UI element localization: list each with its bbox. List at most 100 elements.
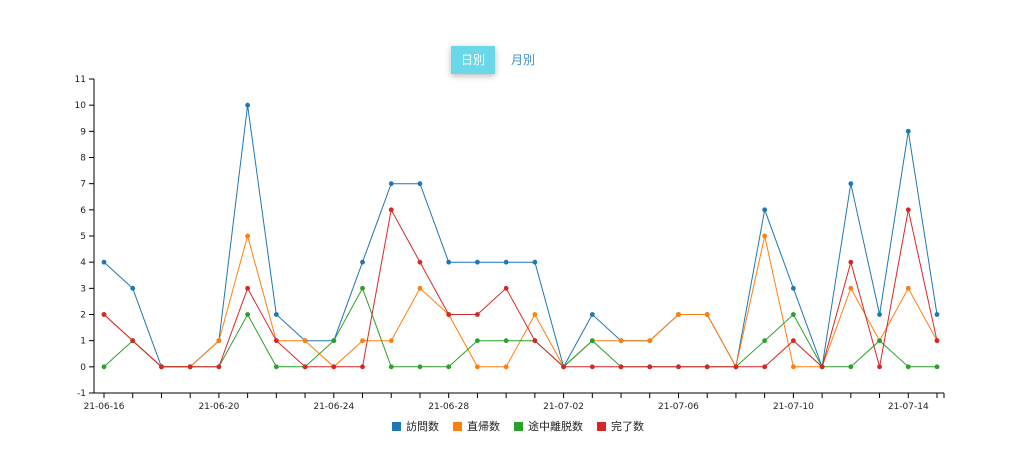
data-point[interactable]	[589, 364, 595, 370]
data-point[interactable]	[905, 207, 911, 213]
data-point[interactable]	[503, 338, 509, 344]
data-point[interactable]	[618, 338, 624, 344]
data-point[interactable]	[618, 364, 624, 370]
data-point[interactable]	[273, 364, 279, 370]
data-point[interactable]	[475, 338, 480, 344]
data-point[interactable]	[848, 285, 854, 291]
data-point[interactable]	[561, 364, 566, 370]
data-point[interactable]	[216, 364, 222, 370]
data-point[interactable]	[417, 259, 423, 265]
legend-item[interactable]: 途中離脱数	[514, 418, 583, 434]
data-point[interactable]	[101, 364, 107, 370]
data-point[interactable]	[302, 338, 308, 344]
data-point[interactable]	[331, 364, 337, 370]
data-point[interactable]	[790, 338, 796, 344]
data-point[interactable]	[475, 364, 480, 370]
legend-label: 完了数	[611, 420, 644, 433]
data-point[interactable]	[446, 259, 452, 265]
data-point[interactable]	[360, 285, 365, 291]
y-tick-label: 11	[75, 75, 86, 85]
data-point[interactable]	[417, 181, 423, 187]
data-point[interactable]	[388, 207, 394, 213]
x-tick-label: 21-06-24	[313, 402, 354, 412]
monthly-tab[interactable]: 月別	[501, 46, 545, 74]
data-point[interactable]	[503, 364, 509, 370]
series-line	[103, 287, 937, 368]
data-point[interactable]	[905, 285, 911, 291]
data-point[interactable]	[360, 338, 365, 344]
data-point[interactable]	[360, 364, 365, 370]
data-point[interactable]	[417, 364, 423, 370]
data-point[interactable]	[130, 338, 136, 344]
data-point[interactable]	[762, 207, 768, 213]
data-point[interactable]	[503, 259, 509, 265]
data-point[interactable]	[733, 364, 739, 370]
data-point[interactable]	[877, 312, 882, 317]
data-point[interactable]	[360, 259, 365, 265]
data-point[interactable]	[273, 338, 279, 344]
data-point[interactable]	[388, 364, 394, 370]
data-point[interactable]	[905, 364, 911, 370]
daily-tab[interactable]: 日別	[451, 46, 495, 74]
data-point[interactable]	[790, 364, 796, 370]
data-point[interactable]	[475, 259, 480, 265]
data-point[interactable]	[130, 285, 136, 291]
data-point[interactable]	[762, 364, 768, 370]
data-point[interactable]	[704, 364, 710, 370]
data-point[interactable]	[187, 364, 193, 370]
legend-label: 直帰数	[467, 420, 500, 433]
data-point[interactable]	[676, 364, 681, 370]
data-point[interactable]	[877, 338, 882, 344]
data-point[interactable]	[503, 285, 509, 291]
data-point[interactable]	[245, 102, 251, 108]
data-point[interactable]	[934, 312, 940, 317]
data-point[interactable]	[676, 312, 681, 317]
data-point[interactable]	[934, 338, 940, 344]
series-3	[101, 285, 940, 370]
data-point[interactable]	[589, 338, 595, 344]
data-point[interactable]	[302, 364, 308, 370]
data-point[interactable]	[101, 259, 107, 265]
y-tick-label: -1	[77, 389, 86, 399]
data-point[interactable]	[848, 364, 854, 370]
data-point[interactable]	[446, 312, 452, 317]
data-point[interactable]	[762, 338, 768, 344]
legend-item[interactable]: 直帰数	[453, 418, 500, 434]
data-point[interactable]	[245, 233, 251, 239]
data-point[interactable]	[245, 285, 251, 291]
data-point[interactable]	[273, 312, 279, 317]
data-point[interactable]	[647, 338, 653, 344]
series-line	[103, 208, 938, 368]
data-point[interactable]	[475, 312, 480, 317]
legend-item[interactable]: 訪問数	[392, 418, 439, 434]
data-point[interactable]	[159, 364, 164, 370]
data-point[interactable]	[905, 128, 911, 134]
data-point[interactable]	[819, 364, 825, 370]
data-point[interactable]	[848, 181, 854, 187]
data-point[interactable]	[877, 364, 882, 370]
data-point[interactable]	[388, 338, 394, 344]
data-point[interactable]	[331, 338, 337, 344]
data-point[interactable]	[647, 364, 653, 370]
data-point[interactable]	[245, 312, 251, 317]
data-point[interactable]	[762, 233, 768, 239]
data-point[interactable]	[934, 364, 940, 370]
data-point[interactable]	[848, 259, 854, 265]
data-point[interactable]	[704, 312, 710, 317]
data-point[interactable]	[532, 338, 538, 344]
data-point[interactable]	[790, 285, 796, 291]
x-tick-label: 21-07-14	[888, 402, 929, 412]
chart-legend: 訪問数 直帰数 途中離脱数 完了数	[0, 418, 1036, 434]
data-point[interactable]	[101, 312, 107, 317]
x-tick-label: 21-07-02	[543, 402, 584, 412]
legend-label: 訪問数	[406, 420, 439, 433]
data-point[interactable]	[417, 285, 423, 291]
data-point[interactable]	[589, 312, 595, 317]
data-point[interactable]	[446, 364, 452, 370]
data-point[interactable]	[216, 338, 222, 344]
data-point[interactable]	[388, 181, 394, 187]
data-point[interactable]	[790, 312, 796, 317]
data-point[interactable]	[532, 259, 538, 265]
legend-item[interactable]: 完了数	[597, 418, 644, 434]
data-point[interactable]	[532, 312, 538, 317]
